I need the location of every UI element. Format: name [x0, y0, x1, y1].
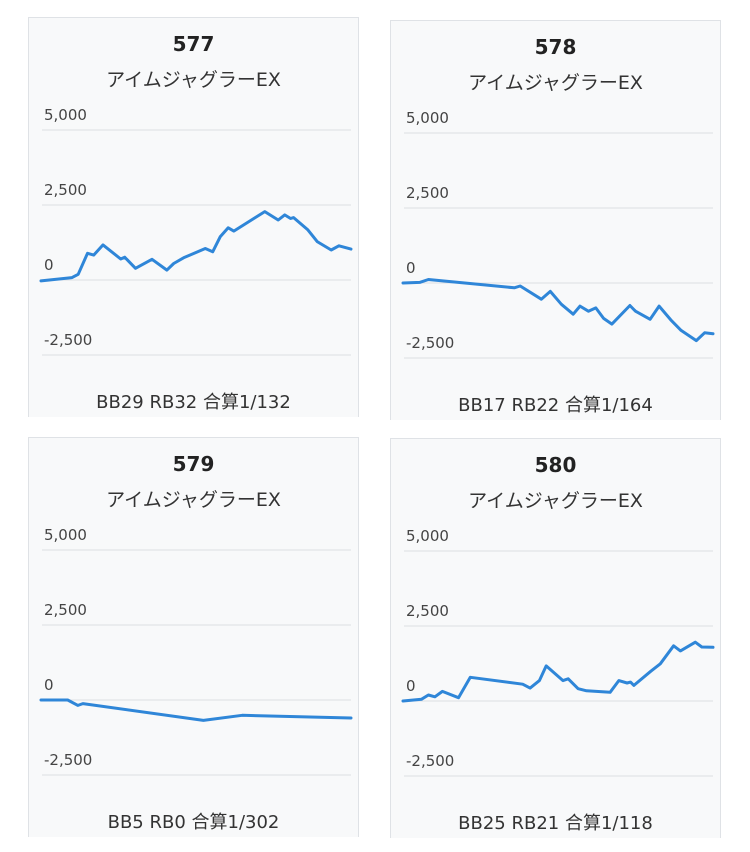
bonus-stats: BB17 RB22 合算1/164	[458, 395, 653, 416]
y-tick-label: 0	[44, 676, 54, 694]
machine-name: アイムジャグラーEX	[468, 72, 643, 94]
line-chart: 5,000 2,500 0 -2,500	[401, 109, 715, 359]
y-tick-label: 5,000	[44, 106, 87, 124]
y-tick-label: 0	[44, 256, 54, 274]
y-tick-label: -2,500	[44, 331, 92, 349]
chart-card-579: 579 アイムジャグラーEX 5,000 2,500 0 -2,500 BB5 RB0…	[28, 437, 359, 837]
machine-name: アイムジャグラーEX	[468, 490, 643, 512]
chart-card-577: 577 アイムジャグラーEX 5,000 2,500 0 -2,500 BB29 RB…	[28, 17, 359, 417]
series-line	[401, 278, 715, 343]
bonus-stats: BB29 RB32 合算1/132	[96, 392, 291, 413]
y-tick-label: 5,000	[44, 526, 87, 544]
y-tick-label: -2,500	[44, 751, 92, 769]
machine-number: 578	[534, 35, 577, 59]
y-tick-label: 2,500	[406, 184, 449, 202]
y-tick-label: -2,500	[406, 334, 454, 352]
y-tick-label: 5,000	[406, 527, 449, 545]
y-tick-label: 2,500	[406, 602, 449, 620]
y-tick-label: 0	[406, 677, 416, 695]
machine-number: 577	[172, 32, 215, 56]
machine-number: 579	[172, 452, 215, 476]
line-chart: 5,000 2,500 0 -2,500	[39, 526, 353, 776]
machine-name: アイムジャグラーEX	[106, 69, 281, 91]
y-tick-label: 0	[406, 259, 416, 277]
series-line	[401, 640, 715, 703]
bonus-stats: BB25 RB21 合算1/118	[458, 813, 653, 834]
chart-card-580: 580 アイムジャグラーEX 5,000 2,500 0 -2,500 BB25 RB…	[390, 438, 721, 838]
y-tick-label: 2,500	[44, 181, 87, 199]
y-tick-label: 2,500	[44, 601, 87, 619]
line-chart: 5,000 2,500 0 -2,500	[39, 106, 353, 356]
series-line	[39, 698, 353, 722]
y-tick-label: -2,500	[406, 752, 454, 770]
y-tick-label: 5,000	[406, 109, 449, 127]
series-line	[39, 210, 353, 283]
machine-number: 580	[534, 453, 577, 477]
bonus-stats: BB5 RB0 合算1/302	[107, 812, 280, 833]
line-chart: 5,000 2,500 0 -2,500	[401, 527, 715, 777]
machine-name: アイムジャグラーEX	[106, 489, 281, 511]
chart-card-578: 578 アイムジャグラーEX 5,000 2,500 0 -2,500 BB17 RB…	[390, 20, 721, 420]
